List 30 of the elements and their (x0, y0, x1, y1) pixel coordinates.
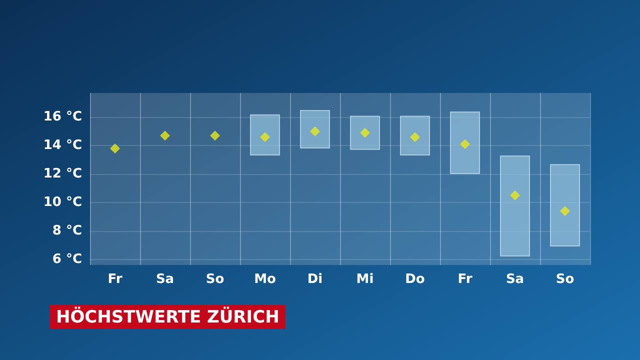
y-tick-label: 16 °C (43, 110, 82, 125)
point (560, 206, 570, 216)
y-tick-label: 8 °C (52, 223, 82, 238)
point (160, 130, 170, 141)
x-tick-label: So (556, 272, 574, 287)
point (110, 143, 120, 154)
bar (300, 110, 330, 148)
y-tick-label: 6 °C (52, 252, 82, 267)
bar (350, 116, 380, 150)
x-tick-label: Mo (254, 272, 276, 287)
x-tick-label: Fr (458, 272, 473, 287)
x-tick-label: Sa (156, 272, 174, 287)
x-tick-label: Di (307, 272, 323, 287)
bar (550, 164, 580, 247)
x-tick-label: Mi (356, 272, 374, 287)
x-tick-label: Sa (506, 272, 524, 287)
bar (500, 156, 530, 256)
y-tick-label: 14 °C (43, 138, 82, 154)
text: HÖCHSTWERTE ZÜRICH (56, 306, 280, 328)
y-tick-label: 12 °C (43, 166, 82, 182)
point (460, 139, 470, 150)
x-tick-label: Do (405, 272, 425, 287)
bar (400, 116, 430, 156)
bar (450, 111, 480, 174)
x-tick-label: So (206, 272, 224, 287)
y-tick-label: 10 °C (43, 194, 82, 210)
point (510, 190, 520, 200)
point (210, 130, 220, 141)
x-tick-label: Fr (108, 272, 123, 287)
bar (250, 114, 280, 156)
